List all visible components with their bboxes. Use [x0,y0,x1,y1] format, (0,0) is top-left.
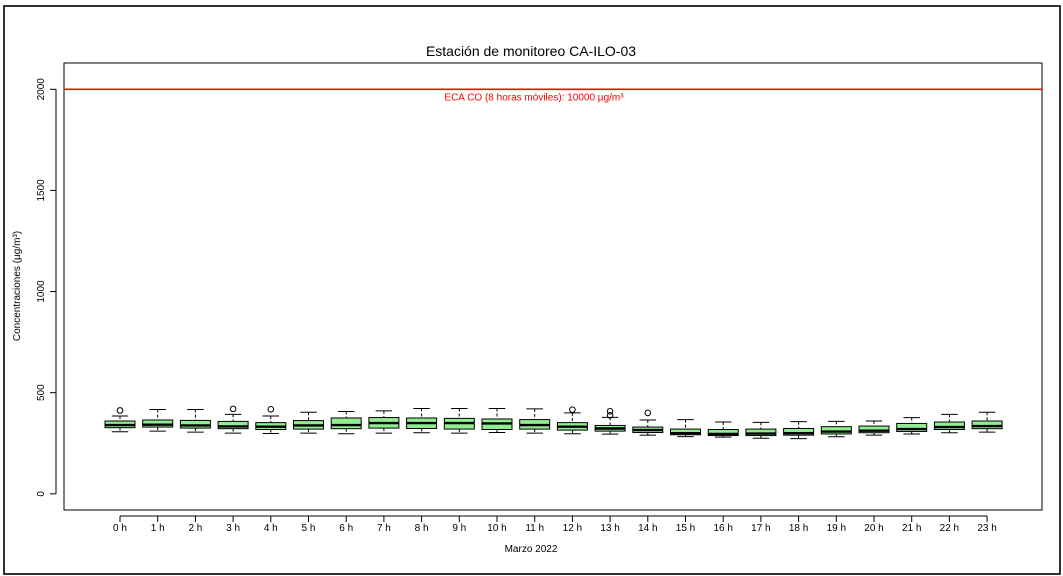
box-iqr [217,420,249,430]
box-2h [179,408,211,433]
box-16h [707,421,739,438]
box-4h [255,405,287,435]
x-tick-label: 3 h [226,523,240,534]
box-21h [896,417,928,435]
figure-border [3,5,1061,575]
box-iqr [330,417,362,430]
x-tick-label: 13 h [600,523,619,534]
x-axis-label: Marzo 2022 [505,544,558,555]
box-3h [217,405,249,434]
box-10h [481,407,513,434]
box-8h [406,407,438,434]
box-iqr [971,420,1003,430]
box-9h [443,407,475,434]
box-iqr [783,427,815,436]
boxes [104,405,1003,440]
box-7h [368,410,400,434]
chart-title: Estación de monitoreo CA-ILO-03 [426,43,636,59]
x-tick-label: 6 h [339,523,353,534]
y-tick-label: 500 [36,384,47,401]
x-tick-label: 14 h [638,523,657,534]
box-14h [632,409,664,436]
box-13h [594,407,626,435]
outlier-point [606,412,614,419]
y-axis-label: Concentraciones (µg/m³) [12,231,23,341]
eca-reference-label: ECA CO (8 horas móviles): 10000 µg/m³ [444,92,624,103]
box-iqr [933,421,965,430]
x-tick-label: 9 h [452,523,466,534]
x-tick-label: 22 h [940,523,959,534]
box-22h [933,413,965,434]
box-0h [104,407,136,433]
box-1h [142,408,174,432]
box-11h [519,408,551,434]
box-15h [670,419,701,438]
outlier-point [569,406,576,413]
box-23h [971,411,1003,433]
x-tick-label: 1 h [151,523,165,534]
y-tick-label: 0 [36,491,47,497]
box-iqr [820,426,852,435]
x-tick-label: 19 h [827,523,846,534]
y-tick-label: 1000 [36,280,47,303]
box-iqr [896,422,928,433]
box-iqr [858,425,890,434]
x-tick-label: 2 h [188,523,202,534]
x-tick-label: 21 h [902,523,921,534]
x-tick-label: 7 h [377,523,391,534]
outlier-point [606,407,614,415]
y-axis: 0 500 1000 1500 2000 [36,78,57,497]
box-iqr [179,419,211,429]
outlier-point [267,405,275,413]
y-tick-label: 1500 [36,179,47,202]
x-tick-label: 11 h [525,523,544,534]
box-12h [556,406,588,435]
x-tick-label: 0 h [113,523,127,534]
box-iqr [707,428,739,437]
reference-line-group: ECA CO (8 horas móviles): 10000 µg/m³ [64,88,1042,103]
outlier-point [229,405,237,413]
x-tick-label: 8 h [415,523,429,534]
box-6h [330,410,362,435]
x-tick-label: 17 h [751,523,770,534]
x-tick-label: 4 h [264,523,278,534]
x-tick-label: 16 h [713,523,732,534]
outlier-point [644,409,652,417]
box-iqr [670,428,701,436]
plot-area-border [63,62,1043,511]
x-tick-label: 5 h [302,523,316,534]
y-tick-label: 2000 [36,78,47,101]
x-tick-label: 15 h [676,523,695,534]
x-tick-label: 12 h [563,523,582,534]
box-18h [783,421,815,440]
box-20h [858,420,890,436]
x-tick-label: 20 h [864,523,883,534]
box-5h [293,411,324,434]
x-tick-label: 10 h [487,523,506,534]
x-tick-label: 23 h [977,523,996,534]
x-axis: 0 h 1 h 2 h 3 h 4 h 5 h 6 h 7 h 8 h 9 h 10 h 11 h 12… [113,515,997,534]
x-tick-label: 18 h [789,523,808,534]
box-17h [745,421,777,439]
outlier-point [116,407,124,414]
box-19h [820,420,852,438]
box-iqr [745,428,777,437]
